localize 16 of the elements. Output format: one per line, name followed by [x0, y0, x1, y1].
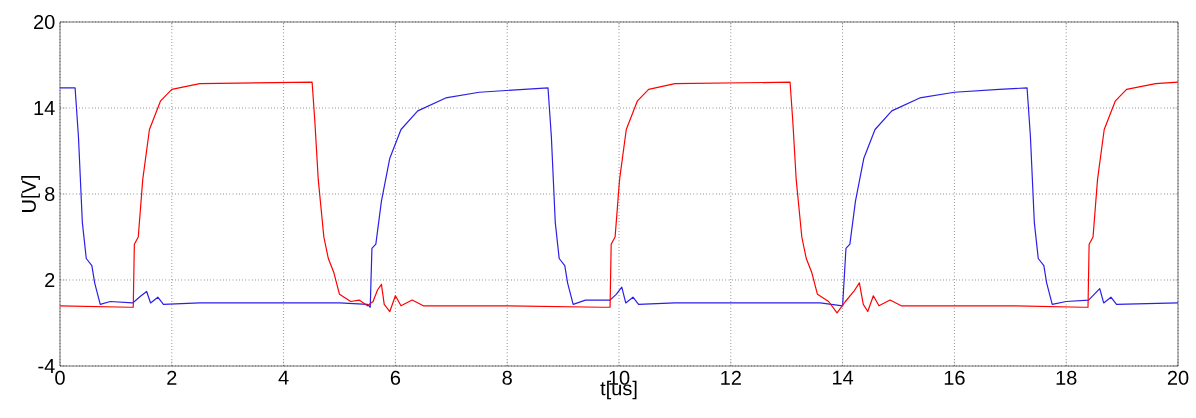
y-tick-label: -4 [38, 359, 55, 373]
x-tick-label: 6 [390, 370, 401, 385]
x-tick-label: 12 [721, 370, 741, 385]
y-tick-label: 20 [34, 14, 55, 30]
y-tick-label: 14 [34, 101, 55, 115]
x-tick-label: 2 [167, 370, 177, 385]
x-tick-label: 16 [944, 370, 965, 385]
y-tick-label: 2 [45, 273, 55, 287]
x-tick-label: 0 [55, 370, 65, 385]
x-tick-label: 4 [278, 370, 289, 385]
y-tick-label: 8 [45, 186, 55, 202]
x-tick-label: 8 [502, 370, 512, 385]
x-tick-label: 14 [833, 370, 854, 385]
x-tick-label: 20 [1167, 370, 1189, 385]
y-axis-title: U[V] [21, 175, 40, 212]
x-tick-label: 18 [1056, 370, 1077, 385]
